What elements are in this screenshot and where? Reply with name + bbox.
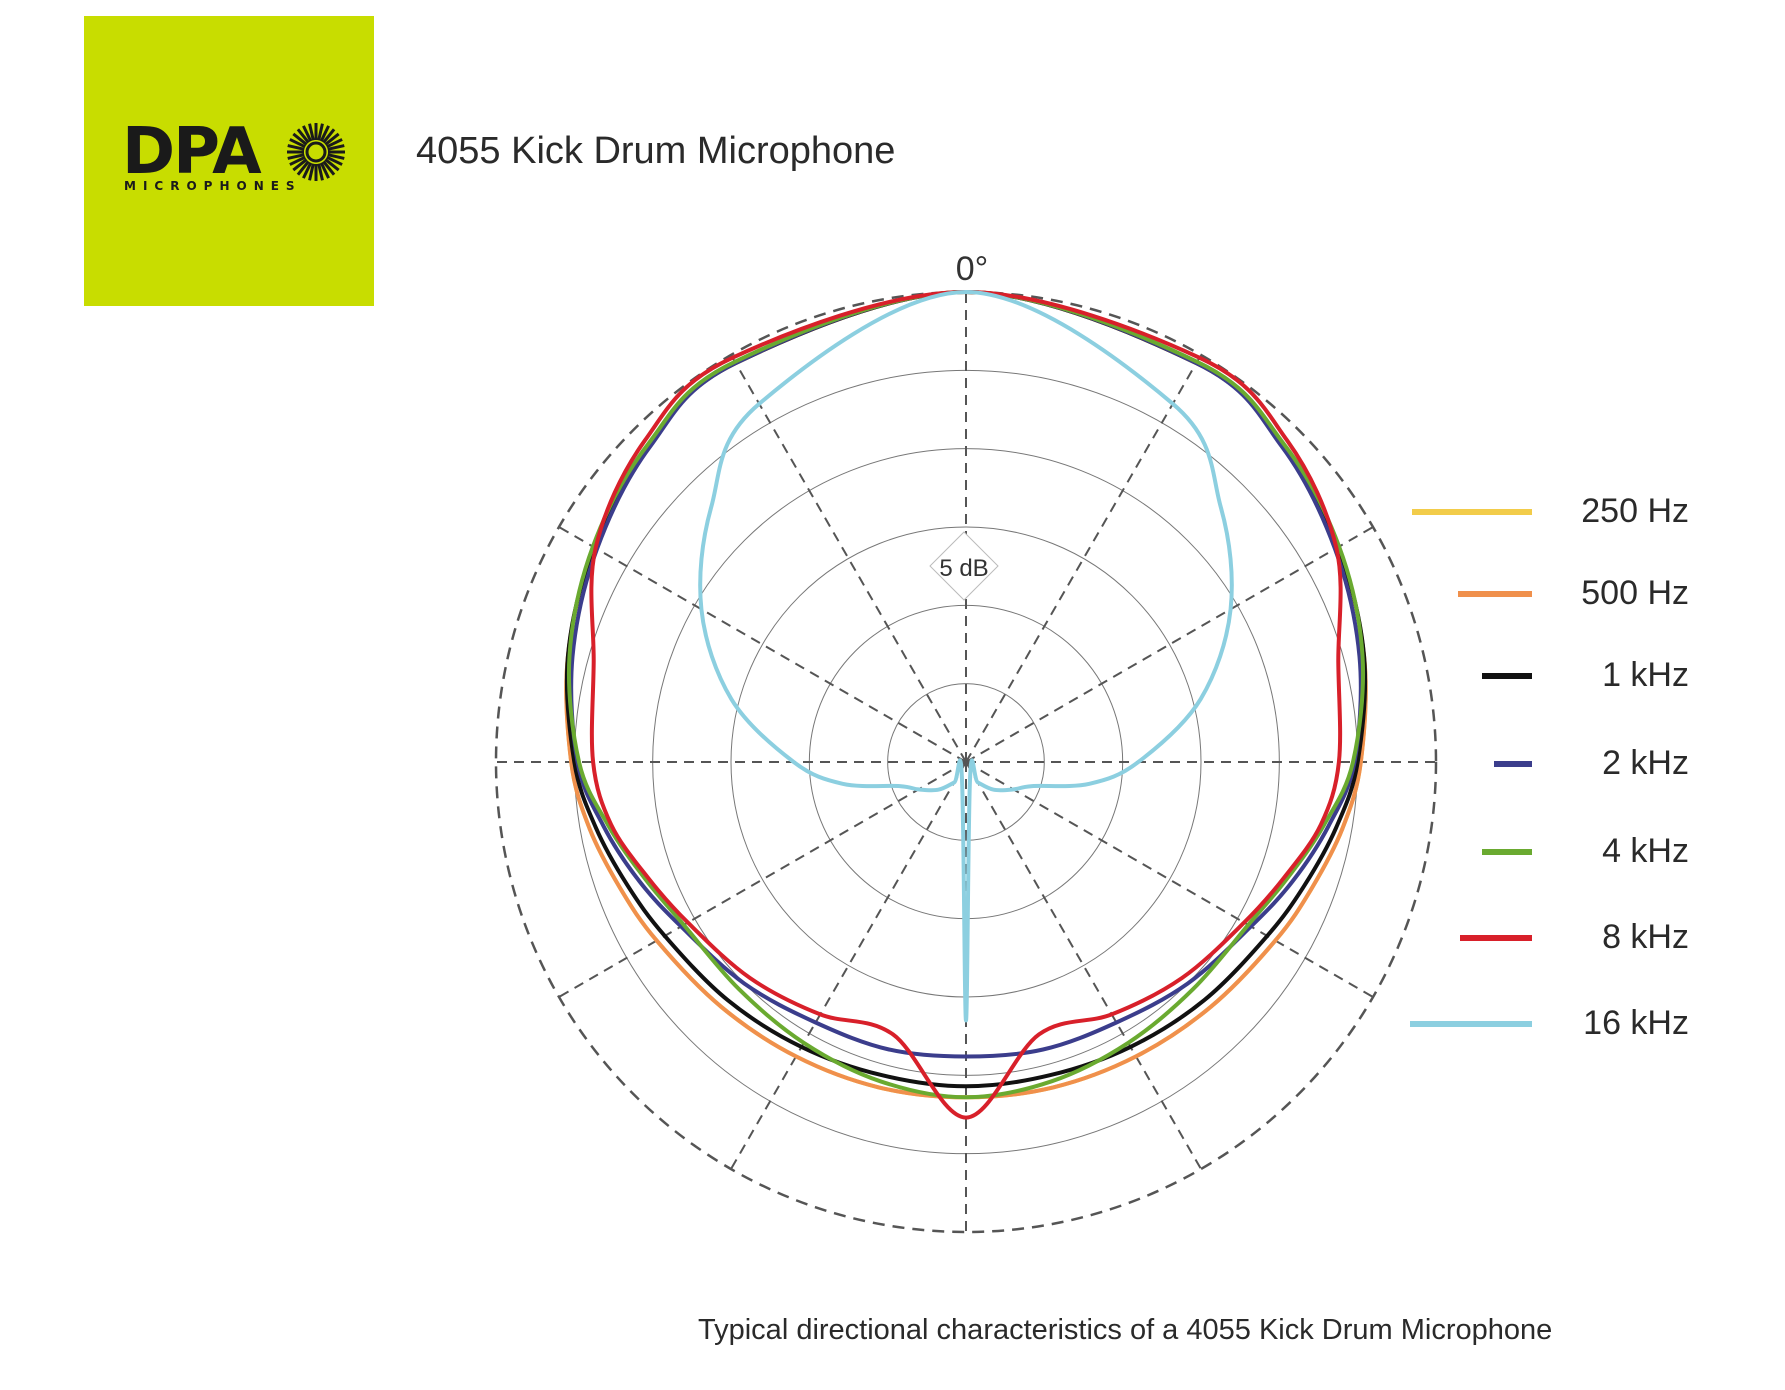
legend-label: 16 kHz <box>1583 1004 1689 1042</box>
legend-label: 1 kHz <box>1602 656 1689 694</box>
grid-spoke <box>965 354 1202 763</box>
series-16-khz <box>698 290 1234 1023</box>
series-4-khz <box>566 290 1366 1100</box>
legend-label: 8 kHz <box>1602 918 1689 956</box>
grid-spoke <box>730 761 967 1170</box>
legend-swatches <box>1410 509 1532 1027</box>
series-8-khz <box>589 290 1343 1120</box>
grid-spoke <box>965 761 1374 998</box>
series-2-khz <box>569 290 1363 1059</box>
angle-label: 0° <box>956 250 989 288</box>
grid-spoke <box>558 761 967 998</box>
logo-subtitle: MICROPHONES <box>124 179 302 193</box>
chart-caption: Typical directional characteristics of a… <box>698 1314 1553 1346</box>
polar-grid <box>494 290 1438 1234</box>
legend-label: 4 kHz <box>1602 832 1689 870</box>
outer-ring <box>494 290 1438 1234</box>
polar-series <box>564 290 1368 1120</box>
grid-spoke <box>965 526 1374 763</box>
scale-label: 5 dB <box>939 555 988 582</box>
grid-ring <box>887 683 1045 841</box>
grid-spoke <box>558 526 967 763</box>
scale-marker <box>929 531 999 601</box>
logo: DPA MICROPHONES <box>84 16 374 306</box>
page-title: 4055 Kick Drum Microphone <box>416 130 896 172</box>
logo-brand: DPA <box>122 115 262 189</box>
logo-wheel-icon <box>287 123 345 181</box>
legend-label: 250 Hz <box>1581 492 1689 530</box>
legend-label: 500 Hz <box>1581 574 1689 612</box>
legend-label: 2 kHz <box>1602 744 1689 782</box>
grid-spoke <box>965 761 1202 1170</box>
grid-spoke <box>730 354 967 763</box>
